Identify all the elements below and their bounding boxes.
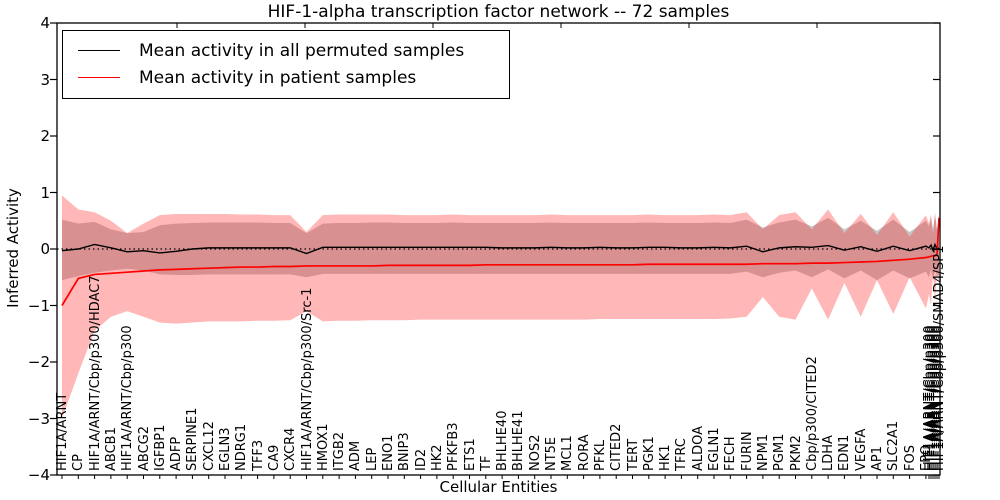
y-axis-title: Inferred Activity xyxy=(4,188,22,308)
x-tick-label: TFRC xyxy=(674,438,690,471)
x-tick-label: PKM2 xyxy=(788,435,804,471)
x-tick-label: EDN1 xyxy=(837,434,853,471)
x-tick-label: ALDOA xyxy=(690,425,706,471)
x-tick-label: NT5E xyxy=(544,436,559,471)
x-tick-label: HIF1A/ARNT xyxy=(55,392,70,471)
x-tick-label: VEGFA xyxy=(853,428,869,471)
x-tick-label: ID2 xyxy=(413,448,429,471)
x-tick-label: EGLN3 xyxy=(218,427,233,471)
x-tick-label: FECH xyxy=(723,436,739,471)
x-tick-label: RORA xyxy=(576,434,592,471)
chart-title: HIF-1-alpha transcription factor network… xyxy=(267,2,730,22)
x-tick-label: CA9 xyxy=(266,444,282,471)
x-tick-label: BNIP3 xyxy=(397,432,413,471)
x-tick-label: LEP xyxy=(364,447,380,471)
y-tick-label: 1 xyxy=(40,183,50,202)
x-tick-label: CXCR4 xyxy=(283,427,299,471)
x-tick-label: PFKFB3 xyxy=(446,422,462,471)
x-tick-label: HIF1A/ARNT/Cbp/p300 xyxy=(120,325,136,471)
x-tick-label: BHLHE41 xyxy=(511,410,527,471)
x-tick-label: TERT xyxy=(625,438,641,471)
legend-label-patient: Mean activity in patient samples xyxy=(139,67,417,88)
x-tick-label: TF xyxy=(478,455,494,471)
y-tick-label: −2 xyxy=(27,353,50,371)
x-tick-label: PFKL xyxy=(592,439,608,471)
x-tick-label: CP xyxy=(71,454,87,471)
y-tick-label: −3 xyxy=(27,409,50,428)
red-line-swatch-icon xyxy=(78,77,120,78)
x-tick-label: BHLHE40 xyxy=(495,410,511,471)
patient-confidence-band xyxy=(62,195,939,419)
x-tick-label: ITGB2 xyxy=(332,431,348,471)
legend: Mean activity in all permuted samples Me… xyxy=(62,30,510,99)
x-tick-label: NDRG1 xyxy=(234,423,250,471)
x-tick-label: ABCG2 xyxy=(136,425,152,471)
x-tick-label: HMOX1 xyxy=(315,423,331,471)
patient-mean-line xyxy=(61,217,940,306)
x-tick-label: EGLN1 xyxy=(707,427,722,471)
x-tick-label: SERPINE1 xyxy=(185,407,201,471)
x-tick-label: ABCB1 xyxy=(103,427,119,471)
y-tick-label: 0 xyxy=(40,240,50,258)
x-tick-label: HIF1A/ARNT/Cbp/p300/SMAD4/SP1 xyxy=(932,245,947,471)
x-tick-label: AP1 xyxy=(870,445,885,471)
x-tick-label: FOS xyxy=(902,445,918,471)
x-tick-label: ENO1 xyxy=(381,434,396,471)
x-tick-label: FURIN xyxy=(739,431,755,471)
permuted-mean-line xyxy=(61,242,940,255)
black-line-swatch-icon xyxy=(78,50,120,51)
y-tick-label: 2 xyxy=(40,127,50,145)
y-tick-label: −4 xyxy=(27,466,50,484)
x-tick-label: TFF3 xyxy=(250,439,266,471)
y-tick-label: 3 xyxy=(40,70,50,89)
x-tick-label: SLC2A1 xyxy=(886,420,902,471)
x-tick-label: HK2 xyxy=(429,444,445,471)
x-tick-label: Cbp/p300/CITED2 xyxy=(804,356,820,471)
x-tick-label: HIF1A/ARNT/Cbp/p300/Src-1 xyxy=(299,287,315,471)
x-tick-label: LDHA xyxy=(821,435,837,471)
legend-label-permuted: Mean activity in all permuted samples xyxy=(139,40,465,61)
y-tick-label: 4 xyxy=(40,14,50,32)
x-tick-label: HK1 xyxy=(658,444,674,471)
x-tick-label: CITED2 xyxy=(609,423,625,471)
x-tick-label: NOS2 xyxy=(527,434,543,471)
x-tick-label: ADFP xyxy=(169,436,185,471)
x-tick-label: NPM1 xyxy=(755,433,771,471)
x-tick-label: HIF1A/ARNT/Cbp/p300/HDAC7 xyxy=(87,275,103,471)
legend-entry-permuted: Mean activity in all permuted samples xyxy=(63,37,509,64)
x-tick-label: IGFBP1 xyxy=(152,424,168,471)
x-tick-label: CXCL12 xyxy=(201,421,217,471)
x-tick-label: ADM xyxy=(348,440,364,471)
x-tick-label: MCL1 xyxy=(560,435,576,471)
x-tick-label: PGM1 xyxy=(772,433,788,471)
x-axis-title: Cellular Entities xyxy=(439,478,558,496)
y-tick-label: −1 xyxy=(27,296,50,315)
x-tick-label: PGK1 xyxy=(641,436,657,471)
legend-entry-patient: Mean activity in patient samples xyxy=(63,64,509,91)
x-tick-label: ETS1 xyxy=(462,438,478,471)
